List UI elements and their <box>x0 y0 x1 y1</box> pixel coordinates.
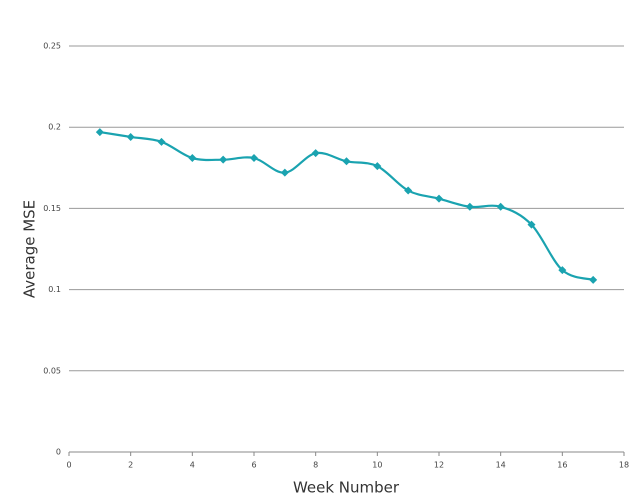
point <box>589 276 597 284</box>
x-tick-label: 12 <box>434 461 444 470</box>
point <box>312 149 320 157</box>
point <box>188 154 196 162</box>
y-axis-title: Average MSE <box>21 200 39 298</box>
x-tick-label: 18 <box>619 461 629 470</box>
x-tick-label: 14 <box>496 461 506 470</box>
y-tick-label: 0.05 <box>43 366 61 375</box>
y-tick-label: 0.2 <box>48 123 61 132</box>
point <box>497 203 505 211</box>
point <box>281 169 289 177</box>
point <box>250 154 258 162</box>
point <box>127 133 135 141</box>
x-tick-label: 2 <box>128 461 133 470</box>
x-tick-label: 8 <box>313 461 318 470</box>
point <box>466 203 474 211</box>
y-tick-label: 0.1 <box>48 285 61 294</box>
x-axis-title: Week Number <box>293 479 400 497</box>
point <box>219 156 227 164</box>
y-tick-label: 0.25 <box>43 42 61 51</box>
page: {"chart_data": {"type": "line", "xlabel"… <box>0 0 629 502</box>
x-tick-label: 6 <box>251 461 256 470</box>
x-tick-label: 16 <box>557 461 567 470</box>
point <box>435 195 443 203</box>
point <box>158 138 166 146</box>
line <box>100 132 593 280</box>
x-tick-label: 10 <box>372 461 382 470</box>
y-tick-label: 0 <box>56 448 61 457</box>
point <box>343 157 351 165</box>
x-tick-label: 4 <box>190 461 195 470</box>
point <box>96 128 104 136</box>
y-tick-label: 0.15 <box>43 204 61 213</box>
x-tick-label: 0 <box>66 461 71 470</box>
chart: Week Number Average MSE 0 0.05 0.1 0.15 0.2 0… <box>0 0 629 502</box>
